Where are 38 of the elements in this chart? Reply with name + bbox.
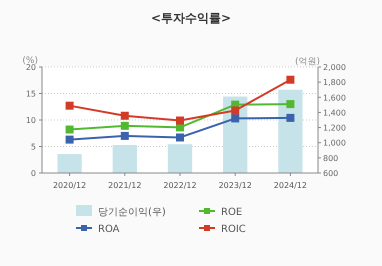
x-tick-label: 2020/12 [52,181,86,190]
legend-label: ROE [221,207,242,218]
legend-label: ROA [98,224,120,235]
point [176,116,184,125]
y2-tick-label: 1,800 [323,78,346,88]
y2-tick-label: 1,200 [323,124,346,133]
point [120,132,129,140]
y2-tick-label: 1,600 [323,93,346,102]
point [286,114,294,122]
y-tick-label: 20 [26,63,36,72]
y2-tick-label: 1,400 [323,108,346,118]
point [286,100,294,108]
point [176,133,184,142]
point [120,112,129,120]
point [66,126,74,134]
legend-label: ROIC [221,224,246,235]
point [286,76,294,84]
legend-label: 당기순이익(우) [98,207,166,218]
x-tick-label: 2022/12 [163,181,197,190]
point [120,122,129,130]
point [231,114,240,122]
y-axis-title: (%) [22,56,38,66]
point [66,102,74,110]
x-tick-label: 2024/12 [274,181,308,190]
y2-tick-label: 600 [323,169,338,178]
x-tick-label: 2023/12 [218,181,252,190]
y2-tick-label: 2,000 [323,63,346,72]
y2-axis-title: (억원) [294,57,320,67]
y-tick-label: 5 [30,142,36,152]
point [231,106,240,114]
x-tick-label: 2021/12 [108,181,142,190]
y2-tick-label: 800 [323,154,338,163]
chart-title: <투자수익률> [150,11,232,25]
y-tick-label: 0 [30,169,36,178]
y2-tick-label: 1,000 [323,138,346,148]
point [66,136,74,144]
y-tick-label: 10 [26,116,36,125]
y-tick-label: 15 [26,90,36,98]
